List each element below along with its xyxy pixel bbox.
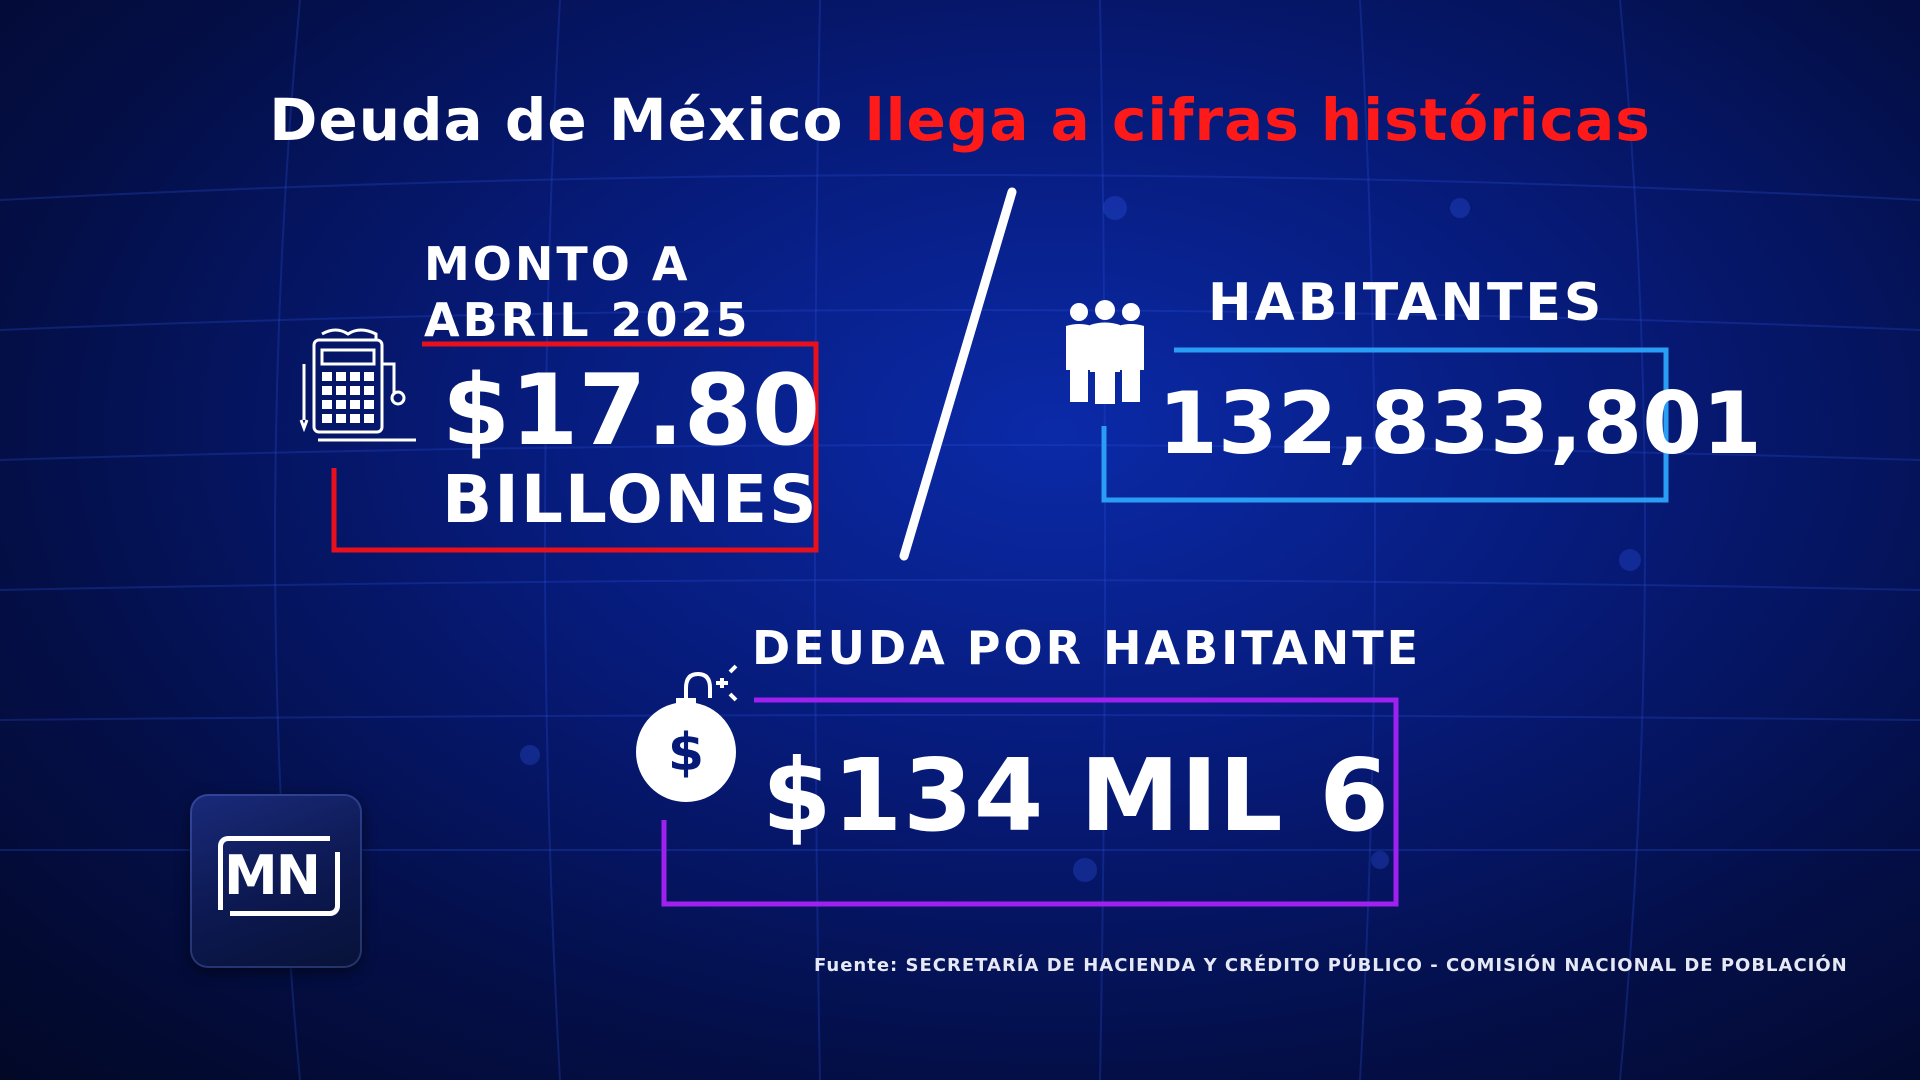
deuda-value: $134 MIL 6 [762,737,1390,854]
habitantes-label: HABITANTES [1208,273,1605,333]
people-icon [1066,300,1144,404]
habitantes-box [1101,347,1669,503]
source-text: Fuente: SECRETARÍA DE HACIENDA Y CRÉDITO… [814,955,1848,976]
calculator-icon [299,328,416,442]
title-part-white: Deuda de México [269,86,865,154]
mn-logo: MN [190,794,362,968]
money-bomb-icon: $ [636,664,738,802]
monto-box [331,341,819,553]
page-title: Deuda de México llega a cifras histórica… [0,86,1920,154]
monto-label: MONTO A ABRIL 2025 [424,236,751,348]
title-part-red: llega a cifras históricas [864,86,1651,154]
logo-frame-bottom [230,852,340,916]
logo-frame-top [218,836,330,910]
habitantes-value: 132,833,801 [1158,374,1762,474]
monto-label-line1: MONTO A [424,237,691,291]
deuda-box [661,697,1399,907]
monto-label-line2: ABRIL 2025 [424,293,751,347]
logo-text: MN [224,844,321,907]
deuda-label: DEUDA POR HABITANTE [752,621,1421,675]
monto-unit: BILLONES [442,461,819,538]
divider-slash [899,187,1017,561]
svg-text:$: $ [668,723,704,783]
monto-value: $17.80 [442,354,821,468]
